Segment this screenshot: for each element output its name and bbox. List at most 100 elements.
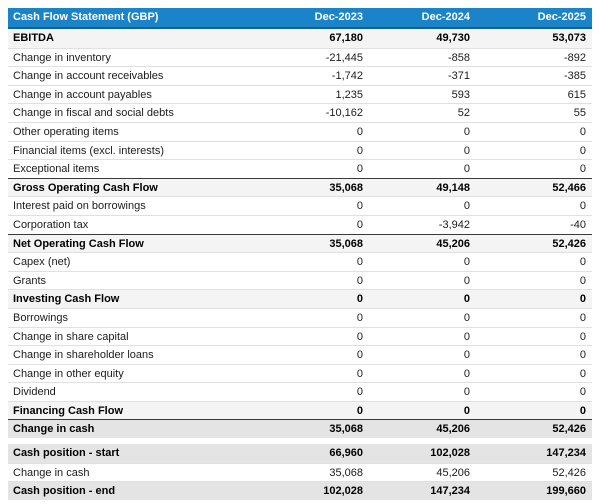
cell-value: 45,206	[436, 237, 470, 250]
row-label: Borrowings	[13, 311, 69, 324]
cell-value: 53,073	[552, 32, 586, 44]
table-row: Capex (net) 0 0 0	[8, 252, 592, 271]
row-label: Net Operating Cash Flow	[13, 237, 144, 250]
cell-value: 0	[463, 256, 470, 269]
row-label: Dividend	[13, 386, 56, 399]
table-row: EBITDA 67,180 49,730 53,073	[8, 29, 592, 48]
row-label: Change in account receivables	[13, 70, 164, 83]
row-label: Capex (net)	[13, 256, 71, 269]
cell-value: 0	[356, 349, 363, 362]
row-label: Financing Cash Flow	[13, 404, 124, 417]
table-section: EBITDA 67,180 49,730 53,073 Change in invent…	[8, 29, 592, 439]
cell-value: 102,028	[430, 447, 470, 460]
cell-value: 1,235	[335, 88, 363, 101]
cell-value: 35,068	[329, 237, 363, 250]
cell-value: 35,068	[329, 466, 363, 479]
cell-value: 0	[463, 125, 470, 138]
cell-value: 0	[579, 386, 586, 399]
table-row: Change in fiscal and social debts -10,162…	[8, 103, 592, 122]
cell-value: 0	[463, 386, 470, 399]
cell-value: 0	[579, 256, 586, 269]
table-row: Change in inventory -21,445 -858 -892	[8, 47, 592, 67]
cell-value: 0	[463, 163, 470, 176]
cell-value: 49,730	[436, 32, 470, 44]
cell-value: 0	[579, 367, 586, 380]
cell-value: 0	[463, 404, 470, 417]
cell-value: 52,426	[552, 466, 586, 479]
cell-value: 35,068	[329, 423, 363, 436]
cell-value: 0	[356, 386, 363, 399]
cell-value: 52	[457, 107, 470, 120]
row-label: Change in cash	[13, 466, 90, 479]
cell-value: 67,180	[329, 32, 363, 44]
cell-value: 49,148	[436, 181, 470, 194]
cell-value: 0	[579, 311, 586, 324]
cell-value: 0	[579, 163, 586, 176]
table-row: Change in cash 35,068 45,206 52,426	[8, 419, 592, 439]
cell-value: -892	[563, 51, 586, 64]
cell-value: 45,206	[436, 466, 470, 479]
row-label: Other operating items	[13, 125, 119, 138]
cell-value: 0	[356, 200, 363, 213]
table-row: Corporation tax 0 -3,942 -40	[8, 214, 592, 234]
cell-value: 0	[356, 218, 363, 231]
cell-value: -21,445	[325, 51, 363, 64]
table-row: Interest paid on borrowings 0 0 0	[8, 196, 592, 215]
table-row: Dividend 0 0 0	[8, 382, 592, 401]
table-row: Change in account receivables -1,742 -371 -…	[8, 66, 592, 85]
cell-value: -858	[447, 51, 470, 64]
table-row: Investing Cash Flow 0 0 0	[8, 289, 592, 308]
cell-value: 52,426	[552, 237, 586, 250]
row-label: Gross Operating Cash Flow	[13, 181, 158, 194]
row-label: Change in share capital	[13, 330, 129, 343]
row-label: Cash position - start	[13, 447, 120, 460]
table-row: Cash position - start 66,960 102,028 147,23…	[8, 444, 592, 463]
cell-value: 593	[451, 88, 470, 101]
row-label: Change in account payables	[13, 88, 152, 101]
table-row: Financing Cash Flow 0 0 0	[8, 400, 592, 420]
row-label: Change in shareholder loans	[13, 349, 154, 362]
column-header-dec-2025: Dec-2025	[537, 11, 586, 23]
row-label: Grants	[13, 274, 47, 287]
row-label: EBITDA	[13, 32, 54, 44]
table-row: Grants 0 0 0	[8, 270, 592, 290]
cell-value: 0	[463, 200, 470, 213]
table-body: EBITDA 67,180 49,730 53,073 Change in invent…	[8, 29, 592, 500]
cell-value: 0	[463, 274, 470, 287]
cell-value: 45,206	[436, 423, 470, 436]
cash-flow-statement-table: Cash Flow Statement (GBP) Dec-2023 Dec-2…	[8, 8, 592, 500]
row-label: Change in cash	[13, 423, 95, 436]
cell-value: 0	[356, 274, 363, 287]
cell-value: 0	[356, 125, 363, 138]
table-row: Financial items (excl. interests) 0 0 0	[8, 140, 592, 160]
cell-value: -3,942	[438, 218, 470, 231]
row-label: Investing Cash Flow	[13, 293, 120, 306]
table-row: Change in cash 35,068 45,206 52,426	[8, 462, 592, 482]
cell-value: 0	[463, 367, 470, 380]
cell-value: 66,960	[329, 447, 363, 460]
cell-value: 199,660	[546, 485, 586, 498]
row-label: Financial items (excl. interests)	[13, 144, 164, 157]
cell-value: 102,028	[323, 485, 363, 498]
table-row: Gross Operating Cash Flow 35,068 49,148 52,…	[8, 177, 592, 197]
cell-value: 147,234	[430, 485, 470, 498]
cell-value: 0	[463, 330, 470, 343]
cell-value: 0	[356, 404, 363, 417]
cell-value: 0	[356, 367, 363, 380]
cell-value: -1,742	[331, 70, 363, 83]
row-label: Change in fiscal and social debts	[13, 107, 174, 120]
table-row: Other operating items 0 0 0	[8, 121, 592, 141]
cell-value: 615	[567, 88, 586, 101]
table-section: Cash position - start 66,960 102,028 147,23…	[8, 444, 592, 500]
cell-value: 0	[356, 163, 363, 176]
cell-value: 52,466	[552, 181, 586, 194]
table-row: Change in account payables 1,235 593 615	[8, 84, 592, 104]
cell-value: 0	[579, 330, 586, 343]
cell-value: -385	[563, 70, 586, 83]
cell-value: 0	[356, 144, 363, 157]
row-label: Change in inventory	[13, 51, 111, 64]
table-row: Net Operating Cash Flow 35,068 45,206 52,42…	[8, 233, 592, 253]
cell-value: 0	[579, 144, 586, 157]
row-label: Interest paid on borrowings	[13, 200, 146, 213]
cell-value: 52,426	[552, 423, 586, 436]
